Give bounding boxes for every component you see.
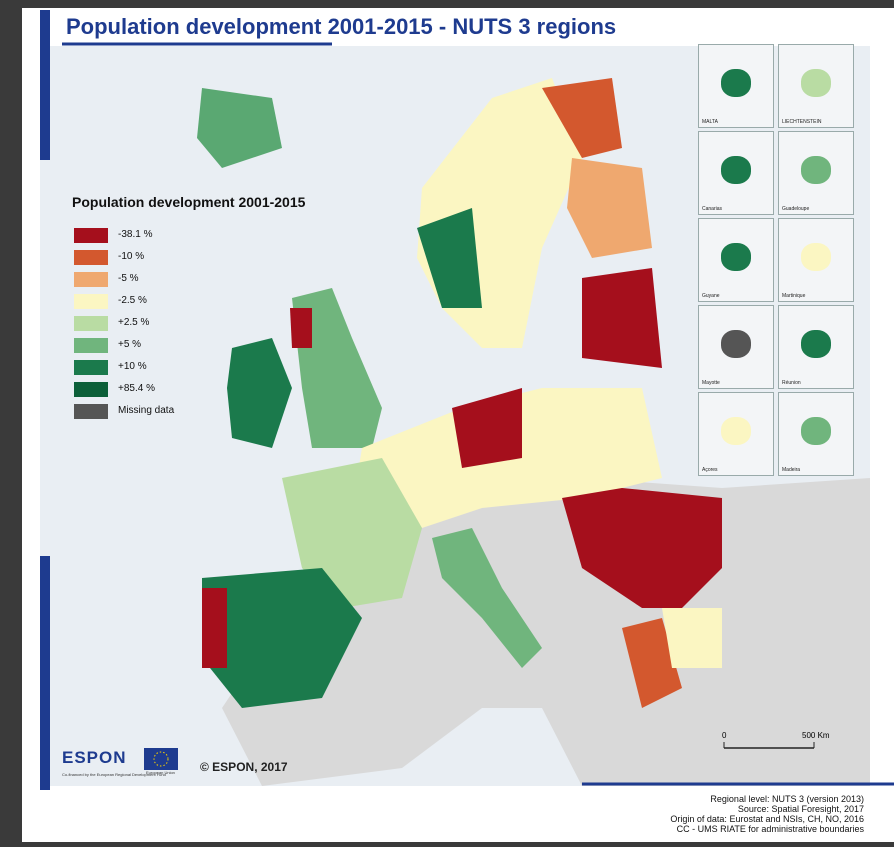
footer-line: Origin of data: Eurostat and NSIs, CH, N…: [670, 814, 864, 824]
legend-swatch: [74, 294, 108, 309]
inset-label: Canarias: [702, 206, 722, 212]
inset-shape: [801, 417, 831, 445]
map-title: Population development 2001-2015 - NUTS …: [66, 14, 616, 40]
inset-shape: [721, 243, 751, 271]
scale-zero: 0: [722, 731, 727, 740]
inset-map: LIECHTENSTEIN: [778, 44, 854, 128]
inset-map: Mayotte: [698, 305, 774, 389]
inset-label: LIECHTENSTEIN: [782, 119, 821, 125]
legend-swatch: [74, 316, 108, 331]
inset-label: Mayotte: [702, 380, 720, 386]
legend-swatch: [74, 250, 108, 265]
footer-line: Source: Spatial Foresight, 2017: [670, 804, 864, 814]
legend-label: -38.1 %: [118, 229, 152, 240]
footer-line: CC - UMS RIATE for administrative bounda…: [670, 824, 864, 834]
inset-shape: [721, 330, 751, 358]
legend-label: +10 %: [118, 361, 147, 372]
legend-label: -5 %: [118, 273, 139, 284]
inset-map: Canarias: [698, 131, 774, 215]
legend-label: -2.5 %: [118, 295, 147, 306]
inset-shape: [721, 417, 751, 445]
footer: Regional level: NUTS 3 (version 2013)Sou…: [670, 794, 864, 834]
legend-swatch: [74, 360, 108, 375]
inset-shape: [721, 69, 751, 97]
inset-label: Açores: [702, 467, 718, 473]
inset-label: Martinique: [782, 293, 805, 299]
legend-swatch: [74, 382, 108, 397]
accent-bar: [40, 10, 50, 160]
legend-label: +85.4 %: [118, 383, 155, 394]
inset-map: MALTA: [698, 44, 774, 128]
legend-label: -10 %: [118, 251, 144, 262]
scale-distance: 500 Km: [802, 731, 830, 740]
map-panel: 0 500 Km Population development 2001-201…: [22, 8, 894, 842]
inset-shape: [801, 330, 831, 358]
inset-map: Guyane: [698, 218, 774, 302]
legend-swatch: [74, 338, 108, 353]
inset-label: Réunion: [782, 380, 801, 386]
legend-swatch: [74, 272, 108, 287]
legend-label: +2.5 %: [118, 317, 149, 328]
inset-label: Guadeloupe: [782, 206, 809, 212]
turkey-area: [662, 608, 722, 668]
copyright: © ESPON, 2017: [200, 760, 288, 774]
page: {"title": "Population development 2001-2…: [0, 0, 894, 847]
inset-map: Guadeloupe: [778, 131, 854, 215]
inset-label: Madeira: [782, 467, 800, 473]
inset-map: Madeira: [778, 392, 854, 476]
eu-flag: [144, 748, 178, 770]
inset-label: MALTA: [702, 119, 718, 125]
inset-map: Réunion: [778, 305, 854, 389]
accent-bar: [40, 556, 50, 790]
legend-title: Population development 2001-2015: [72, 194, 305, 210]
legend-swatch: [74, 228, 108, 243]
legend-label: +5 %: [118, 339, 141, 350]
inset-shape: [801, 243, 831, 271]
logo: ESPON: [62, 748, 127, 768]
legend-swatch: [74, 404, 108, 419]
inset-map: Açores: [698, 392, 774, 476]
inset-label: Guyane: [702, 293, 720, 299]
scotland: [290, 308, 312, 348]
inset-shape: [801, 156, 831, 184]
portugal: [202, 588, 227, 668]
legend-label: Missing data: [118, 405, 174, 416]
inset-shape: [721, 156, 751, 184]
inset-map: Martinique: [778, 218, 854, 302]
eu-caption: European Union: [146, 770, 175, 775]
baltics: [582, 268, 662, 368]
footer-line: Regional level: NUTS 3 (version 2013): [670, 794, 864, 804]
inset-shape: [801, 69, 831, 97]
